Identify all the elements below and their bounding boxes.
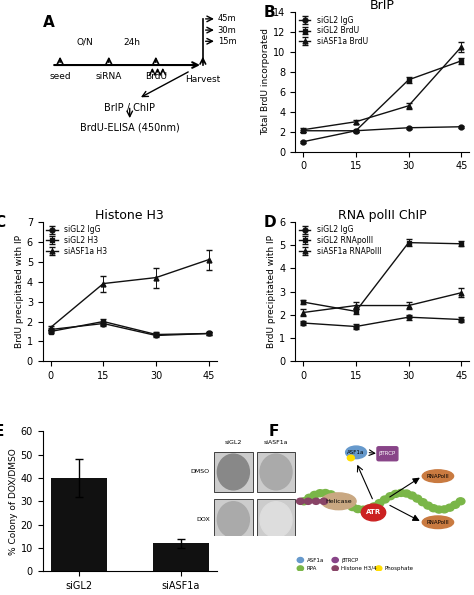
Text: siGL2: siGL2	[225, 440, 242, 444]
Legend: siGL2 IgG, siGL2 BrdU, siASF1a BrdU: siGL2 IgG, siGL2 BrdU, siASF1a BrdU	[299, 15, 368, 46]
Text: Helicase: Helicase	[325, 499, 352, 504]
Text: ASF1a: ASF1a	[347, 450, 365, 455]
Y-axis label: Total BrdU incorporated: Total BrdU incorporated	[261, 29, 270, 135]
Text: ATR: ATR	[366, 509, 381, 515]
Legend: siGL2 IgG, siGL2 RNApolII, siASF1a RNAPolII: siGL2 IgG, siGL2 RNApolII, siASF1a RNAPo…	[299, 226, 381, 255]
Bar	[257, 499, 295, 540]
Circle shape	[375, 500, 384, 506]
Ellipse shape	[422, 516, 454, 528]
Circle shape	[440, 506, 449, 513]
Text: 24h: 24h	[124, 38, 141, 47]
Circle shape	[297, 566, 303, 571]
Circle shape	[386, 493, 395, 500]
Y-axis label: BrdU precipitated with IP: BrdU precipitated with IP	[15, 235, 24, 348]
Text: A: A	[43, 15, 55, 30]
Text: Harvest: Harvest	[185, 75, 220, 84]
Ellipse shape	[321, 493, 356, 510]
Text: BrdU: BrdU	[145, 72, 167, 81]
Circle shape	[218, 454, 249, 490]
Circle shape	[343, 500, 351, 508]
Circle shape	[451, 502, 459, 508]
Circle shape	[304, 498, 312, 505]
Circle shape	[397, 490, 405, 496]
Circle shape	[300, 498, 308, 505]
Bar	[153, 543, 209, 571]
Circle shape	[297, 558, 303, 562]
Circle shape	[424, 502, 432, 509]
Text: βTRCP: βTRCP	[379, 451, 396, 456]
Bar	[257, 452, 295, 492]
Text: Phosphate: Phosphate	[385, 566, 414, 571]
Circle shape	[413, 495, 422, 502]
Circle shape	[297, 498, 304, 505]
Text: siRNA: siRNA	[96, 72, 122, 81]
Circle shape	[218, 502, 249, 537]
Text: BrIP / ChIP: BrIP / ChIP	[104, 103, 155, 113]
Circle shape	[312, 498, 320, 505]
Circle shape	[408, 492, 416, 499]
Text: F: F	[269, 424, 279, 439]
Circle shape	[446, 504, 454, 511]
Circle shape	[310, 491, 319, 499]
Text: B: B	[264, 5, 275, 20]
Legend: siGL2 IgG, siGL2 H3, siASF1a H3: siGL2 IgG, siGL2 H3, siASF1a H3	[46, 226, 107, 255]
Text: O/N: O/N	[76, 38, 93, 47]
Text: DOX: DOX	[196, 517, 210, 522]
Circle shape	[354, 506, 362, 512]
Circle shape	[429, 505, 438, 512]
Text: Histone H3/4: Histone H3/4	[341, 566, 377, 571]
Bar	[51, 478, 107, 571]
Text: RNAPolII: RNAPolII	[427, 474, 449, 478]
Text: C: C	[0, 215, 5, 230]
Bar	[214, 499, 253, 540]
Circle shape	[337, 497, 346, 504]
Circle shape	[316, 490, 324, 497]
Text: 15m: 15m	[218, 37, 236, 46]
Text: E: E	[0, 424, 4, 439]
Text: siASF1a: siASF1a	[264, 440, 288, 444]
Y-axis label: % Colony of DOX/DMSO: % Colony of DOX/DMSO	[9, 448, 18, 555]
Circle shape	[456, 498, 465, 505]
Circle shape	[320, 498, 328, 505]
Circle shape	[375, 566, 382, 571]
Circle shape	[260, 502, 292, 537]
Circle shape	[332, 566, 338, 571]
Circle shape	[435, 506, 443, 513]
Circle shape	[305, 494, 314, 501]
Text: BrdU-ELISA (450nm): BrdU-ELISA (450nm)	[80, 123, 180, 132]
Circle shape	[381, 496, 389, 503]
Circle shape	[392, 490, 400, 497]
Text: seed: seed	[49, 72, 71, 81]
Circle shape	[327, 491, 335, 498]
Circle shape	[260, 454, 292, 490]
Bar	[214, 452, 253, 492]
Title: BrIP: BrIP	[370, 0, 395, 12]
Circle shape	[370, 503, 378, 510]
Circle shape	[347, 455, 355, 461]
Circle shape	[359, 506, 368, 513]
Title: Histone H3: Histone H3	[95, 209, 164, 222]
Circle shape	[419, 499, 427, 506]
Circle shape	[321, 490, 330, 496]
Text: βTRCP: βTRCP	[341, 558, 358, 562]
Ellipse shape	[346, 446, 366, 459]
Text: D: D	[264, 215, 276, 230]
FancyBboxPatch shape	[377, 447, 398, 461]
Text: RPA: RPA	[307, 566, 317, 571]
Y-axis label: BrdU precipitated with IP: BrdU precipitated with IP	[267, 235, 276, 348]
Title: RNA polII ChIP: RNA polII ChIP	[338, 209, 427, 222]
Text: 30m: 30m	[218, 26, 237, 35]
Circle shape	[348, 503, 357, 511]
Circle shape	[332, 558, 338, 562]
Text: ASF1a: ASF1a	[307, 558, 324, 562]
Text: 45m: 45m	[218, 14, 236, 23]
Text: DMSO: DMSO	[191, 469, 210, 474]
Ellipse shape	[422, 470, 454, 483]
Circle shape	[332, 493, 341, 500]
Circle shape	[365, 505, 373, 512]
Circle shape	[402, 490, 411, 497]
Text: RNAPolII: RNAPolII	[427, 520, 449, 525]
Ellipse shape	[361, 504, 386, 521]
